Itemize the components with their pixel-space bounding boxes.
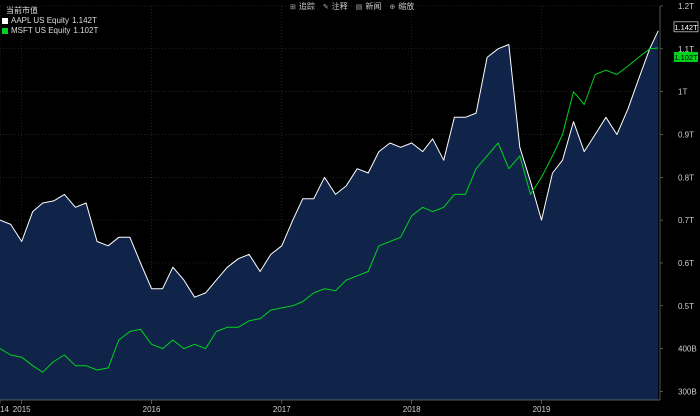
y-tick-label: 0.5T — [678, 302, 694, 311]
x-tick-label: 2016 — [143, 405, 161, 414]
news-icon: ▤ — [355, 3, 363, 11]
legend-title: 当前市值 — [6, 6, 38, 15]
series-area-0 — [0, 30, 659, 401]
y-tick-label: 0.6T — [678, 259, 694, 268]
chart-legend: 当前市值 AAPL US Equity 1.142T MSFT US Equit… — [2, 6, 98, 36]
last-value-box-1 — [674, 51, 698, 62]
x-tick-label: 2015 — [13, 405, 31, 414]
legend-swatch-aapl — [2, 18, 8, 24]
x-tick-label: 2014 — [0, 405, 9, 414]
series-line-1 — [0, 47, 659, 373]
series-layer — [0, 30, 659, 401]
y-axis: 300B 400B 0.5T 0.6T 0.7T 0.8T 0.9T 1T 1.1T 1.2T — [659, 2, 697, 400]
chart-toolbar: ⊞ 追踪 ✎ 注释 ▤ 新闻 ⊕ 缩放 — [290, 0, 414, 13]
legend-entry-aapl[interactable]: AAPL US Equity 1.142T — [2, 16, 98, 26]
y-tick-label: 0.9T — [678, 130, 694, 139]
last-value-box-0 — [673, 21, 699, 33]
last-value-label-1: 1.102T — [674, 53, 698, 62]
toolbar-annotate-label: 注释 — [331, 2, 348, 11]
y-tick-label: 400B — [678, 345, 697, 354]
x-tick-label: 2018 — [403, 405, 421, 414]
y-tick-label: 1T — [678, 88, 687, 97]
last-value-label-0: 1.142T — [674, 23, 698, 32]
last-value-labels: 1.142T 1.102T — [673, 21, 699, 62]
y-tick-label: 300B — [678, 387, 697, 396]
legend-value-msft: 1.102T — [73, 26, 99, 35]
y-tick-label: 0.7T — [678, 216, 694, 225]
y-tick-label: 0.8T — [678, 173, 694, 182]
toolbar-annotate-button[interactable]: ✎ 注释 — [323, 0, 348, 13]
x-axis: 2014 2015 2016 2017 2018 2019 — [0, 399, 660, 414]
toolbar-zoom-label: 缩放 — [398, 2, 415, 11]
y-tick-label: 1.2T — [678, 2, 694, 11]
x-tick-label: 2019 — [533, 405, 551, 414]
crosshair-icon: ⊞ — [290, 3, 296, 11]
toolbar-track-label: 追踪 — [298, 2, 315, 11]
x-tick-label: 2017 — [273, 405, 291, 414]
legend-entry-msft[interactable]: MSFT US Equity 1.102T — [2, 26, 98, 36]
y-tick-label: 1.1T — [678, 45, 694, 54]
series-line-0 — [0, 30, 659, 298]
legend-value-aapl: 1.142T — [71, 16, 97, 25]
toolbar-news-button[interactable]: ▤ 新闻 — [356, 0, 382, 13]
toolbar-news-label: 新闻 — [365, 2, 382, 11]
zoom-icon: ⊕ — [389, 3, 396, 11]
annotate-icon: ✎ — [322, 3, 329, 11]
legend-label-msft: MSFT US Equity — [11, 26, 71, 35]
toolbar-track-button[interactable]: ⊞ 追踪 — [290, 0, 315, 13]
toolbar-zoom-button[interactable]: ⊕ 缩放 — [389, 0, 414, 13]
legend-label-aapl: AAPL US Equity — [11, 16, 69, 25]
legend-swatch-msft — [2, 28, 8, 34]
